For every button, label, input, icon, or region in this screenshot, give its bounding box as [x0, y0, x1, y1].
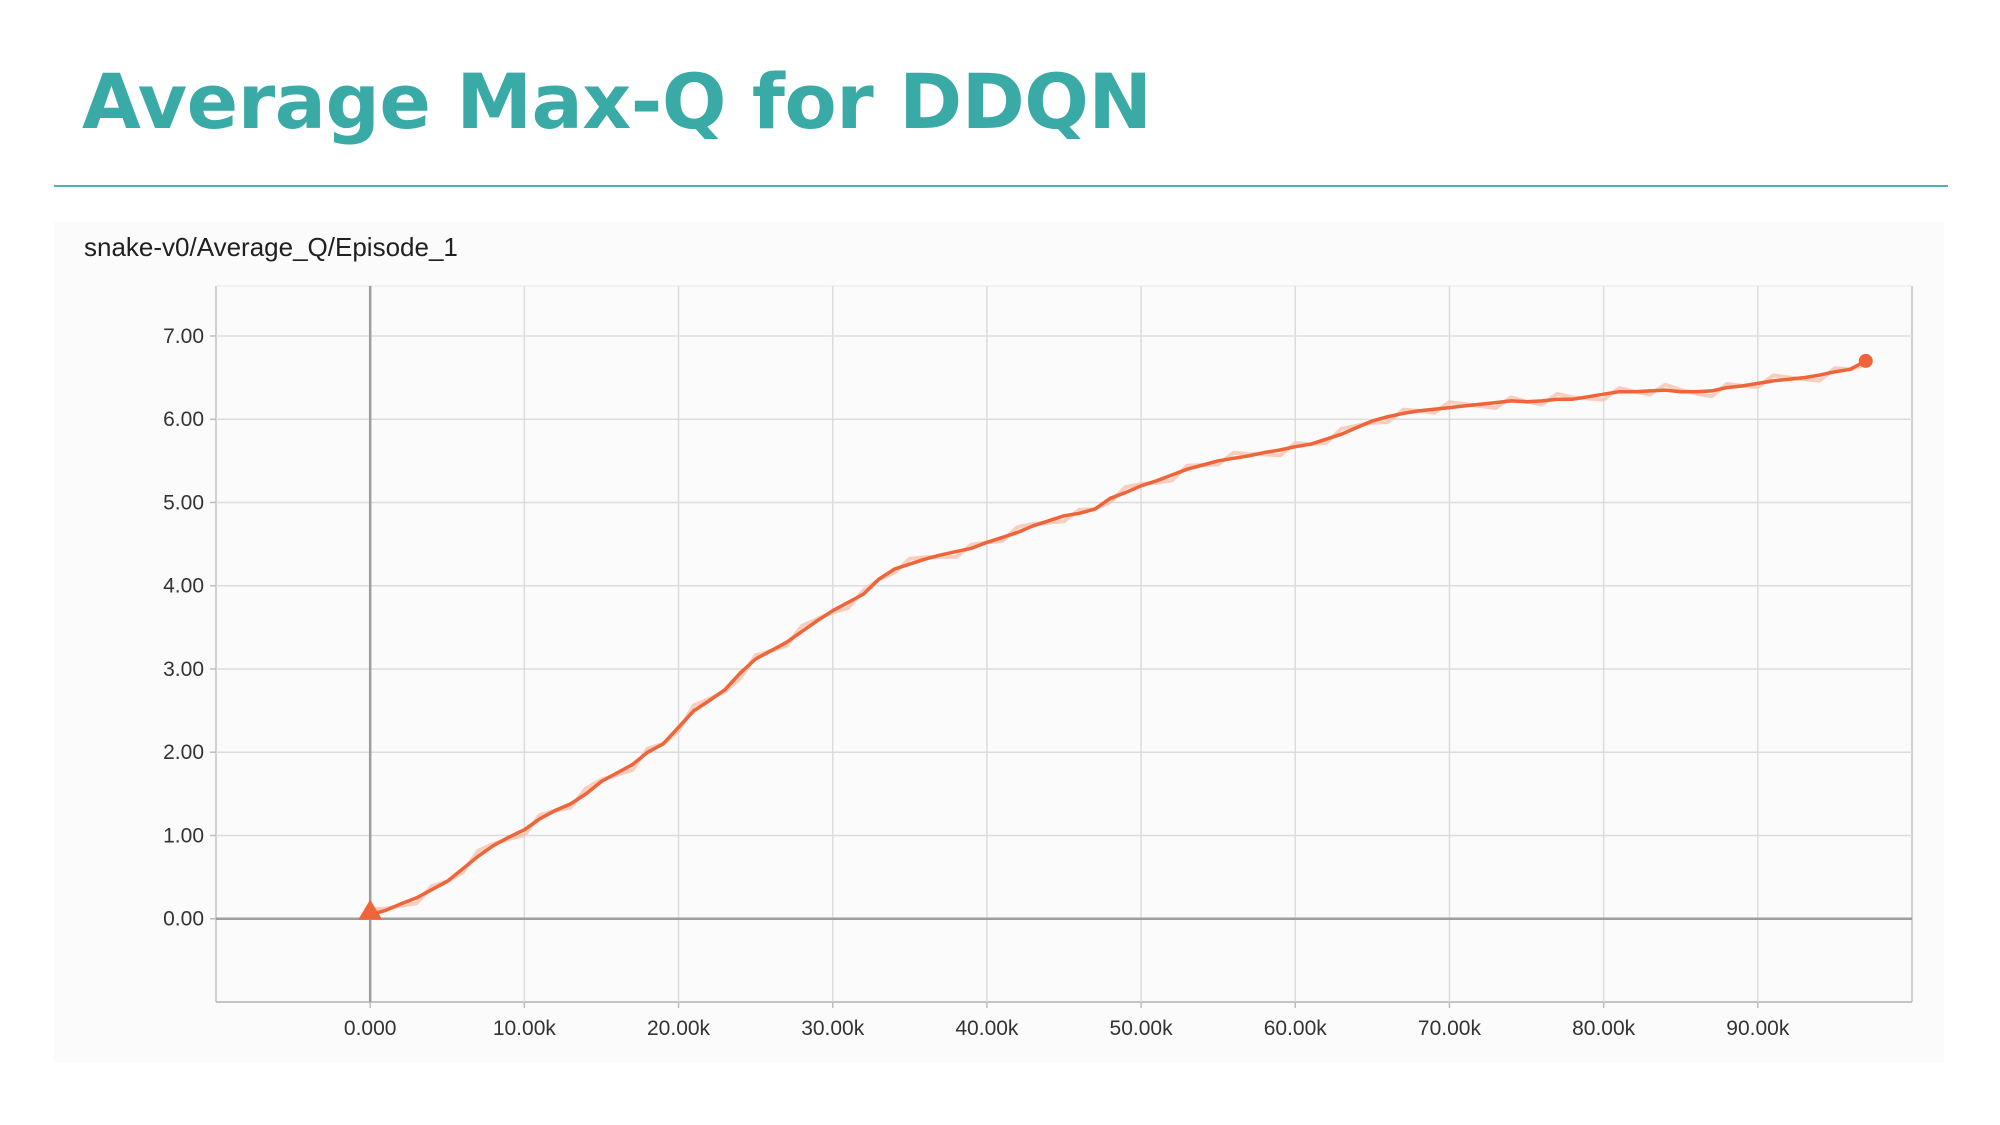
- grid-layer: [210, 285, 1913, 1008]
- line-chart: 0.000 10.00k 20.00k 30.00k 40.00k 50.00k 60.00…: [163, 285, 1913, 1040]
- y-tick-label: 4.00: [163, 575, 204, 598]
- series-start-marker: [358, 899, 383, 920]
- x-tick-label: 30.00k: [801, 1017, 865, 1040]
- x-tick-label: 90.00k: [1726, 1017, 1790, 1040]
- y-tick-label: 1.00: [163, 824, 204, 847]
- x-tick-label: 60.00k: [1264, 1017, 1328, 1040]
- chart-title: snake-v0/Average_Q/Episode_1: [84, 232, 458, 262]
- x-tick-label: 50.00k: [1110, 1017, 1174, 1040]
- x-tick-label: 20.00k: [647, 1017, 711, 1040]
- y-tick-label: 7.00: [163, 325, 204, 348]
- series-layer: [358, 353, 1873, 920]
- y-tick-label: 2.00: [163, 741, 204, 764]
- y-tick-label: 6.00: [163, 408, 204, 431]
- y-tick-label: 5.00: [163, 491, 204, 514]
- title-divider: [54, 185, 1948, 187]
- raw-series-line: [370, 362, 1867, 912]
- x-tick-label: 10.00k: [493, 1017, 557, 1040]
- y-tick-label: 0.00: [163, 908, 204, 931]
- chart-panel: 0.000 10.00k 20.00k 30.00k 40.00k 50.00k 60.00…: [54, 222, 1944, 1062]
- x-tick-label: 80.00k: [1572, 1017, 1636, 1040]
- smoothed-series-line: [368, 359, 1868, 917]
- x-tick-label: 40.00k: [955, 1017, 1019, 1040]
- axis-layer: [216, 286, 1912, 1002]
- series-end-marker: [1858, 353, 1873, 368]
- x-tick-label: 70.00k: [1418, 1017, 1482, 1040]
- x-tick-label: 0.000: [344, 1017, 397, 1040]
- slide-title: Average Max-Q for DDQN: [82, 57, 1152, 146]
- y-tick-label: 3.00: [163, 658, 204, 681]
- tick-labels: 0.000 10.00k 20.00k 30.00k 40.00k 50.00k 60.00…: [163, 325, 1790, 1040]
